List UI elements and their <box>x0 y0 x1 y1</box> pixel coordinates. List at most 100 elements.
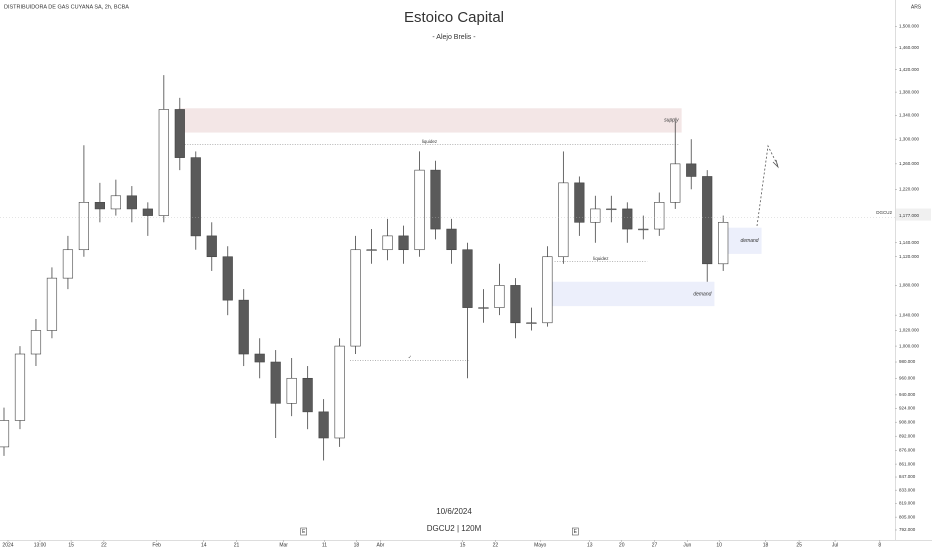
candle-body <box>670 163 681 203</box>
y-tick-label: 861.000 <box>899 461 916 466</box>
x-tick-label: 18 <box>763 542 769 548</box>
candle-body <box>558 182 569 258</box>
y-tick-label: 940.000 <box>899 392 916 397</box>
event-marker <box>300 527 307 536</box>
candle-body <box>606 208 617 211</box>
candle-body <box>222 256 233 301</box>
event-marker <box>572 527 579 536</box>
watermark-symbol: DGCU2 | 120M <box>427 524 482 533</box>
x-tick-label: 21 <box>234 542 240 548</box>
y-tick-label: 792.000 <box>899 527 916 532</box>
y-tick-label: 892.000 <box>899 433 916 438</box>
x-tick-label: 15 <box>460 542 466 548</box>
level-label: liquidez <box>593 256 609 261</box>
x-tick-label: Mar <box>279 542 288 548</box>
zone-label: demand <box>693 291 711 297</box>
candle-body <box>174 109 185 158</box>
y-tick-label: 908.000 <box>899 419 916 424</box>
candle-body <box>446 228 457 251</box>
y-tick-label: 1,340.000 <box>899 112 920 117</box>
candle-body <box>510 285 521 324</box>
y-tick-label: 819.000 <box>899 501 916 506</box>
y-tick-label: 847.000 <box>899 474 916 479</box>
candle-body <box>414 169 425 251</box>
projection-path <box>756 144 779 227</box>
y-tick-label: 805.000 <box>899 514 916 519</box>
x-tick-label: 13 <box>587 542 593 548</box>
candle-body <box>718 221 729 265</box>
candle-body <box>430 169 441 230</box>
chart-subtitle: - Alejo Brelis - <box>432 34 476 41</box>
y-tick-label: 1,140.000 <box>899 240 920 245</box>
y-tick-label: 876.000 <box>899 448 916 453</box>
y-tick-label: 1,020.000 <box>899 328 920 333</box>
x-tick-label: 25 <box>796 542 802 548</box>
candle-body <box>190 157 201 237</box>
y-tick-label: 1,500.000 <box>899 24 920 29</box>
y-tick-label: 1,300.000 <box>899 136 920 141</box>
zones: supply demand demand liquidez liquidez ✓ <box>178 108 762 361</box>
x-tick-label: 2024 <box>2 542 13 548</box>
candle-body <box>478 307 489 309</box>
candles <box>0 75 729 461</box>
watermark-date: 10/6/2024 <box>436 507 472 516</box>
y-tick-label: 1,260.000 <box>899 161 920 166</box>
x-tick-label: 11 <box>322 542 327 548</box>
y-tick-label: 1,420.000 <box>899 67 920 72</box>
zone-label: demand <box>740 238 758 244</box>
candle-body <box>286 377 297 404</box>
y-tick-label: 960.000 <box>899 375 916 380</box>
event-label: E <box>302 529 306 535</box>
candle-body <box>702 176 713 265</box>
candle-body <box>622 208 633 230</box>
zone <box>178 108 682 133</box>
candle-body <box>318 411 329 439</box>
x-tick-label: Feb <box>152 542 161 548</box>
candle-body <box>238 299 249 355</box>
candle-body <box>654 202 665 230</box>
candle-body <box>398 235 409 251</box>
candle-body <box>542 256 553 324</box>
candle-body <box>126 195 137 210</box>
candle-body <box>46 277 58 331</box>
candle-body <box>638 228 649 231</box>
candle-body <box>0 420 10 448</box>
y-tick-label: 1,380.000 <box>899 89 920 94</box>
level-label: ✓ <box>408 355 412 360</box>
candle-body <box>270 361 281 404</box>
y-tick-label: 1,120.000 <box>899 254 920 259</box>
x-tick-label: 15 <box>68 542 74 548</box>
y-tick-label: 980.000 <box>899 359 916 364</box>
x-tick-label: 22 <box>101 542 107 548</box>
y-tick-label: 833.000 <box>899 487 916 492</box>
y-tick-label: 1,080.000 <box>899 283 920 288</box>
zone-label: supply <box>664 118 679 124</box>
zone <box>549 281 715 307</box>
x-tick-label: Abr <box>376 542 384 548</box>
candle-body <box>526 322 537 324</box>
x-tick-label: Mayo <box>534 542 546 548</box>
candle-body <box>254 353 265 363</box>
x-tick-label: 27 <box>652 542 658 548</box>
x-tick-label: 20 <box>619 542 625 548</box>
chart-title: Estoico Capital <box>404 9 504 26</box>
projection-arrowhead <box>772 159 779 169</box>
symbol-line: DISTRIBUIDORA DE GAS CUYANA SA, 2h, BCBA <box>4 4 129 10</box>
x-tick-label: 13:00 <box>34 542 47 548</box>
y-tick-label: 1,000.000 <box>899 343 920 348</box>
candle-body <box>110 195 121 210</box>
x-tick-label: 18 <box>354 542 360 548</box>
candle-body <box>30 330 42 355</box>
candle-body <box>14 353 26 421</box>
candle-body <box>366 249 377 251</box>
candle-body <box>94 202 105 210</box>
x-tick-label: Jul <box>832 542 838 548</box>
last-price-tag <box>896 208 931 221</box>
candle-body <box>686 163 697 177</box>
x-tick-label: 14 <box>201 542 207 548</box>
candle-body <box>462 249 473 308</box>
x-tick-label: 22 <box>493 542 499 548</box>
event-label: E <box>574 529 578 535</box>
candle-body <box>382 235 393 251</box>
x-tick-label: 10 <box>716 542 722 548</box>
